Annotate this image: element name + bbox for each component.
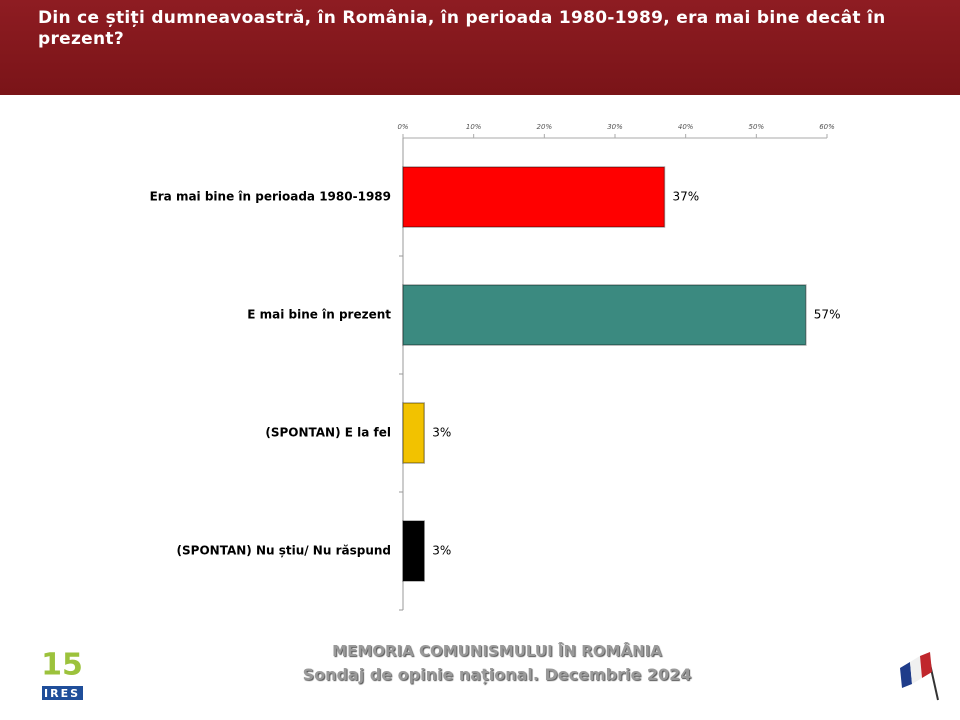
bar	[402, 284, 807, 346]
x-tick-label: 60%	[819, 123, 835, 131]
logo-number: 15	[41, 648, 83, 683]
bar	[402, 520, 425, 582]
x-tick-label: 50%	[749, 123, 765, 131]
y-tick-label: (SPONTAN) E la fel	[265, 426, 391, 440]
flag-icon	[900, 652, 939, 701]
header: Din ce știți dumneavoastră, în România, …	[0, 0, 960, 95]
bar	[402, 402, 425, 464]
y-tick-label: (SPONTAN) Nu știu/ Nu răspund	[177, 544, 391, 558]
x-tick-label: 0%	[397, 123, 408, 131]
y-tick-label: Era mai bine în perioada 1980-1989	[150, 190, 391, 204]
x-tick-label: 40%	[678, 123, 694, 131]
data-label: 3%	[432, 426, 451, 440]
logo: 15 IRES	[41, 648, 83, 700]
x-tick-label: 10%	[466, 123, 482, 131]
data-label: 3%	[432, 544, 451, 558]
footer-line1: MEMORIA COMUNISMULUI ÎN ROMÂNIA	[332, 642, 662, 660]
logo-box	[42, 686, 83, 700]
data-label: 57%	[814, 308, 841, 322]
x-tick-label: 30%	[607, 123, 623, 131]
bar	[402, 166, 666, 228]
data-label: 37%	[672, 190, 699, 204]
chart-title: Din ce știți dumneavoastră, în România, …	[38, 8, 886, 49]
footer-line2: Sondaj de opinie național. Decembrie 202…	[302, 665, 692, 684]
y-tick-label: E mai bine în prezent	[247, 308, 391, 322]
x-tick-label: 20%	[537, 123, 553, 131]
logo-name: IRES	[44, 687, 80, 700]
